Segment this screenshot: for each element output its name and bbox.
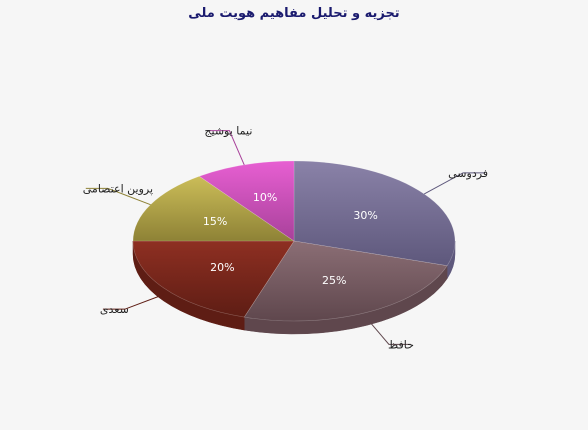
pie-tops xyxy=(132,160,456,322)
pie-slice-4 xyxy=(198,160,295,242)
slice-percent-label-0: 30% xyxy=(353,209,377,222)
slice-name-label-1: حافظ xyxy=(388,338,414,351)
slice-percent-label-4: 10% xyxy=(253,191,277,204)
slice-percent-label-3: 15% xyxy=(203,215,227,228)
leader-line-1 xyxy=(366,318,411,345)
leader-line-3 xyxy=(85,187,151,206)
pie-slice-2 xyxy=(132,240,295,318)
slice-percent-label-1: 25% xyxy=(322,274,346,287)
chart-title: تجزیه و تحلیل مفاهیم هویت ملی xyxy=(188,6,400,21)
slice-percent-label-2: 20% xyxy=(210,261,234,274)
pie-slice-3 xyxy=(132,175,295,242)
pie-slice-0 xyxy=(293,160,456,267)
slice-name-label-4: نیما یوشیج xyxy=(204,125,252,138)
leader-line-0 xyxy=(424,172,486,195)
leader-line-2 xyxy=(102,294,164,310)
leader-line-4 xyxy=(207,130,245,166)
slice-name-label-2: سعدی xyxy=(100,303,129,316)
pie-slice-1 xyxy=(243,240,448,322)
slice-name-label-0: فردوسی xyxy=(448,167,488,180)
pie-sides xyxy=(132,240,456,335)
slice-name-label-3: پروین اعتصامی xyxy=(83,182,153,195)
